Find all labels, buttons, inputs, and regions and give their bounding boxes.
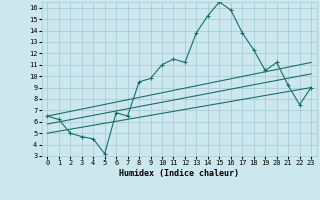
X-axis label: Humidex (Indice chaleur): Humidex (Indice chaleur) <box>119 169 239 178</box>
